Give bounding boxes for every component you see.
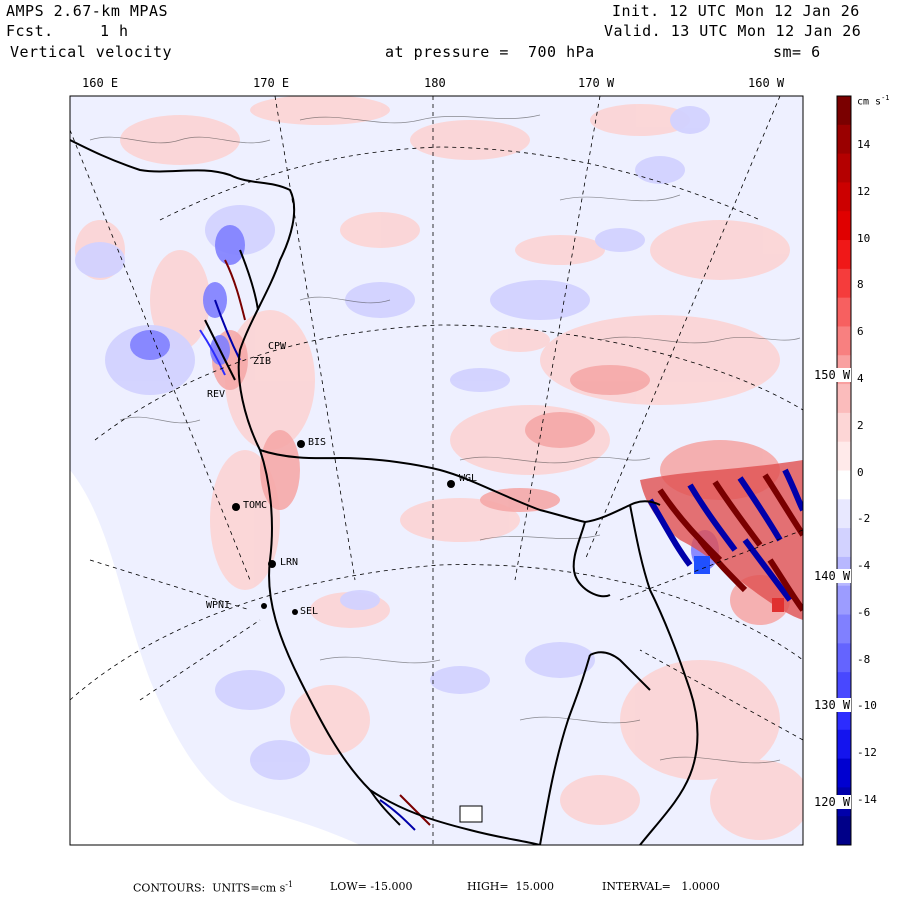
footer-low: LOW= -15.000 bbox=[330, 880, 413, 893]
colorbar-tick-label: -2 bbox=[857, 512, 871, 526]
station-label-lrn: LRN bbox=[280, 557, 299, 568]
colorbar-swatch bbox=[837, 268, 851, 299]
colorbar-tick-label: -8 bbox=[857, 652, 871, 666]
station-label-wpni: WPNI bbox=[206, 600, 231, 611]
colorbar-swatch bbox=[837, 672, 851, 702]
station-label-wgl: WGL bbox=[459, 473, 478, 484]
lon-label-180: 180 bbox=[424, 76, 446, 90]
station-label-bis: BIS bbox=[308, 437, 327, 448]
coastal-mountain-zone bbox=[199, 249, 431, 831]
colorbar-swatch bbox=[837, 326, 851, 356]
colorbar-swatch bbox=[837, 124, 851, 155]
colorbar-swatch bbox=[837, 528, 851, 558]
contour-lines bbox=[89, 114, 801, 764]
colorbar-unit-text: cm s bbox=[857, 96, 882, 108]
colorbar-tick-label: -6 bbox=[857, 605, 871, 619]
station-dot-tomc bbox=[232, 503, 240, 511]
station-label-zib: ZIB bbox=[253, 356, 272, 367]
colorbar-tick-label: -4 bbox=[857, 559, 871, 573]
no-data-region bbox=[70, 470, 360, 845]
station-dot-wgl bbox=[447, 480, 455, 488]
station-dot-wpni bbox=[261, 603, 267, 609]
lon-label-160e: 160 E bbox=[82, 76, 119, 90]
colorbar-swatch bbox=[837, 240, 851, 270]
map-field bbox=[70, 96, 803, 845]
colorbar-tick-label: -14 bbox=[857, 793, 877, 806]
footer-contours: CONTOURS: UNITS=cm s-1 bbox=[133, 880, 293, 895]
field-name: Vertical velocity bbox=[10, 43, 173, 61]
colorbar-tick-label: 2 bbox=[857, 418, 864, 432]
pressure-level: at pressure = 700 hPa bbox=[385, 43, 595, 61]
colorbar-swatch bbox=[837, 412, 851, 443]
station-label-cpw: CPW bbox=[268, 341, 287, 352]
colorbar-swatch bbox=[837, 470, 851, 500]
station-label-sel: SEL bbox=[300, 606, 319, 617]
valid-time: Valid. 13 UTC Mon 12 Jan 26 bbox=[604, 22, 862, 40]
coastline bbox=[70, 139, 699, 845]
model-title: AMPS 2.67-km MPAS bbox=[6, 2, 169, 20]
colorbar-swatch bbox=[837, 153, 851, 183]
station-dot-lrn bbox=[268, 560, 276, 568]
colorbar-swatch bbox=[837, 585, 851, 616]
lat-label-150w: 150 W bbox=[813, 368, 852, 382]
colorbar-swatch bbox=[837, 182, 851, 212]
footer-contours-text: CONTOURS: UNITS=cm s bbox=[133, 881, 286, 895]
colorbar-tick-label: -10 bbox=[857, 699, 877, 713]
station-label-tomc: TOMC bbox=[243, 500, 268, 511]
colorbar-swatch bbox=[837, 758, 851, 788]
lat-label-120w: 120 W bbox=[813, 795, 852, 809]
inset-marker bbox=[459, 805, 483, 823]
map-frame bbox=[69, 95, 804, 846]
station-label-rev: REV bbox=[207, 389, 226, 400]
graticule bbox=[70, 96, 803, 845]
colorbar-swatch bbox=[837, 643, 851, 673]
colorbar-tick-label: 12 bbox=[857, 184, 871, 198]
colorbar-swatch bbox=[837, 729, 851, 760]
lat-label-130w: 130 W bbox=[813, 698, 852, 712]
colorbar-tick-label: 8 bbox=[857, 278, 864, 292]
colorbar-swatch bbox=[837, 96, 851, 126]
colorbar-unit: cm s-1 bbox=[857, 94, 890, 107]
colorbar-unit-exp: -1 bbox=[881, 94, 890, 102]
colorbar bbox=[837, 96, 851, 846]
footer-interval: INTERVAL= 1.0000 bbox=[602, 880, 720, 893]
footer-high: HIGH= 15.000 bbox=[467, 880, 555, 893]
colorbar-tick-label: 10 bbox=[857, 231, 871, 245]
colorbar-tick-label: 0 bbox=[857, 465, 864, 479]
colorbar-tick-label: -12 bbox=[857, 746, 877, 760]
lon-label-170e: 170 E bbox=[253, 76, 290, 90]
colorbar-tick-label: 6 bbox=[857, 325, 864, 339]
colorbar-frame bbox=[836, 95, 852, 846]
forecast-hour: 1 h bbox=[100, 22, 129, 40]
lon-label-160w: 160 W bbox=[748, 76, 785, 90]
colorbar-tick-label: 14 bbox=[857, 138, 871, 151]
lat-label-140w: 140 W bbox=[813, 569, 852, 583]
colorbar-swatch bbox=[837, 211, 851, 241]
init-time: Init. 12 UTC Mon 12 Jan 26 bbox=[612, 2, 860, 20]
lon-label-170w: 170 W bbox=[578, 76, 615, 90]
colorbar-swatch bbox=[837, 614, 851, 644]
colorbar-swatch bbox=[837, 384, 851, 414]
footer-unit-exp: -1 bbox=[285, 880, 294, 889]
station-dot-sel bbox=[292, 609, 298, 615]
negative-patches bbox=[75, 106, 710, 780]
colorbar-swatch bbox=[837, 441, 851, 471]
mountain-wave-zone bbox=[640, 460, 803, 620]
smoothing-value: sm= 6 bbox=[773, 43, 821, 61]
station-markers bbox=[232, 440, 455, 615]
colorbar-swatch bbox=[837, 499, 851, 529]
colorbar-swatch bbox=[837, 816, 851, 846]
colorbar-tick-label: 4 bbox=[857, 371, 864, 385]
colorbar-swatch bbox=[837, 297, 851, 327]
station-dot-bis bbox=[297, 440, 305, 448]
forecast-label: Fcst. bbox=[6, 22, 54, 40]
